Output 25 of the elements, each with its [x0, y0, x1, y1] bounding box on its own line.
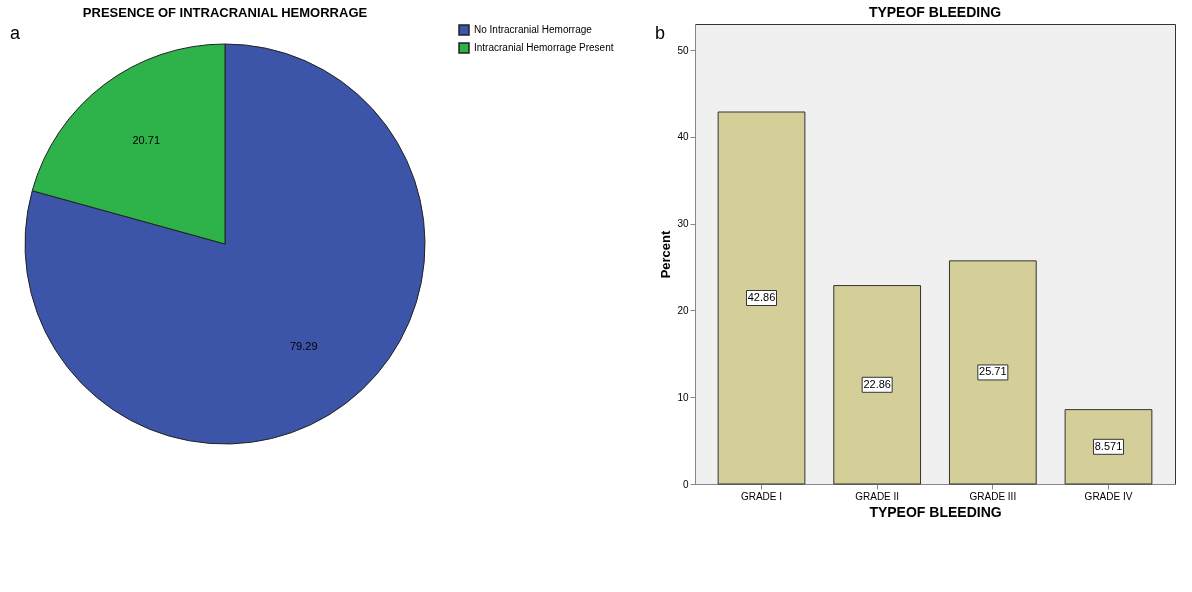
data-label: 25.71: [979, 365, 1007, 378]
x-tick-label: GRADE I: [740, 490, 783, 502]
pie-slice: [24, 43, 426, 445]
y-axis-title: Percent: [658, 229, 674, 279]
data-label: 42.86: [747, 291, 776, 303]
text: b: [654, 23, 665, 43]
x-axis-title: TYPEOF BLEEDING: [869, 503, 1002, 520]
x-tick-label: GRADE III: [969, 490, 1017, 502]
y-tick-label: 10: [677, 391, 689, 403]
chart-title: TYPEOF BLEEDING: [868, 4, 1002, 20]
legend-label: Intracranial Hemorrage Present: [474, 42, 614, 53]
data-label: 79.29: [289, 340, 318, 353]
legend-label: No Intracranial Hemorrage: [474, 24, 593, 35]
text: a: [10, 23, 21, 43]
data-label: 22.86: [863, 377, 891, 390]
y-tick-label: 20: [677, 304, 689, 316]
data-label: 20.71: [132, 133, 161, 146]
chart-title: PRESENCE OF INTRACRANIAL HEMORRAGE: [82, 5, 368, 20]
x-tick-label: GRADE IV: [1084, 490, 1133, 502]
y-tick-label: 50: [677, 44, 689, 56]
y-tick-label: 40: [677, 131, 689, 143]
y-tick-label: 0: [682, 478, 689, 490]
x-tick-label: GRADE II: [855, 490, 900, 502]
data-label: 8.571: [1094, 439, 1123, 452]
y-tick-label: 30: [677, 218, 689, 230]
